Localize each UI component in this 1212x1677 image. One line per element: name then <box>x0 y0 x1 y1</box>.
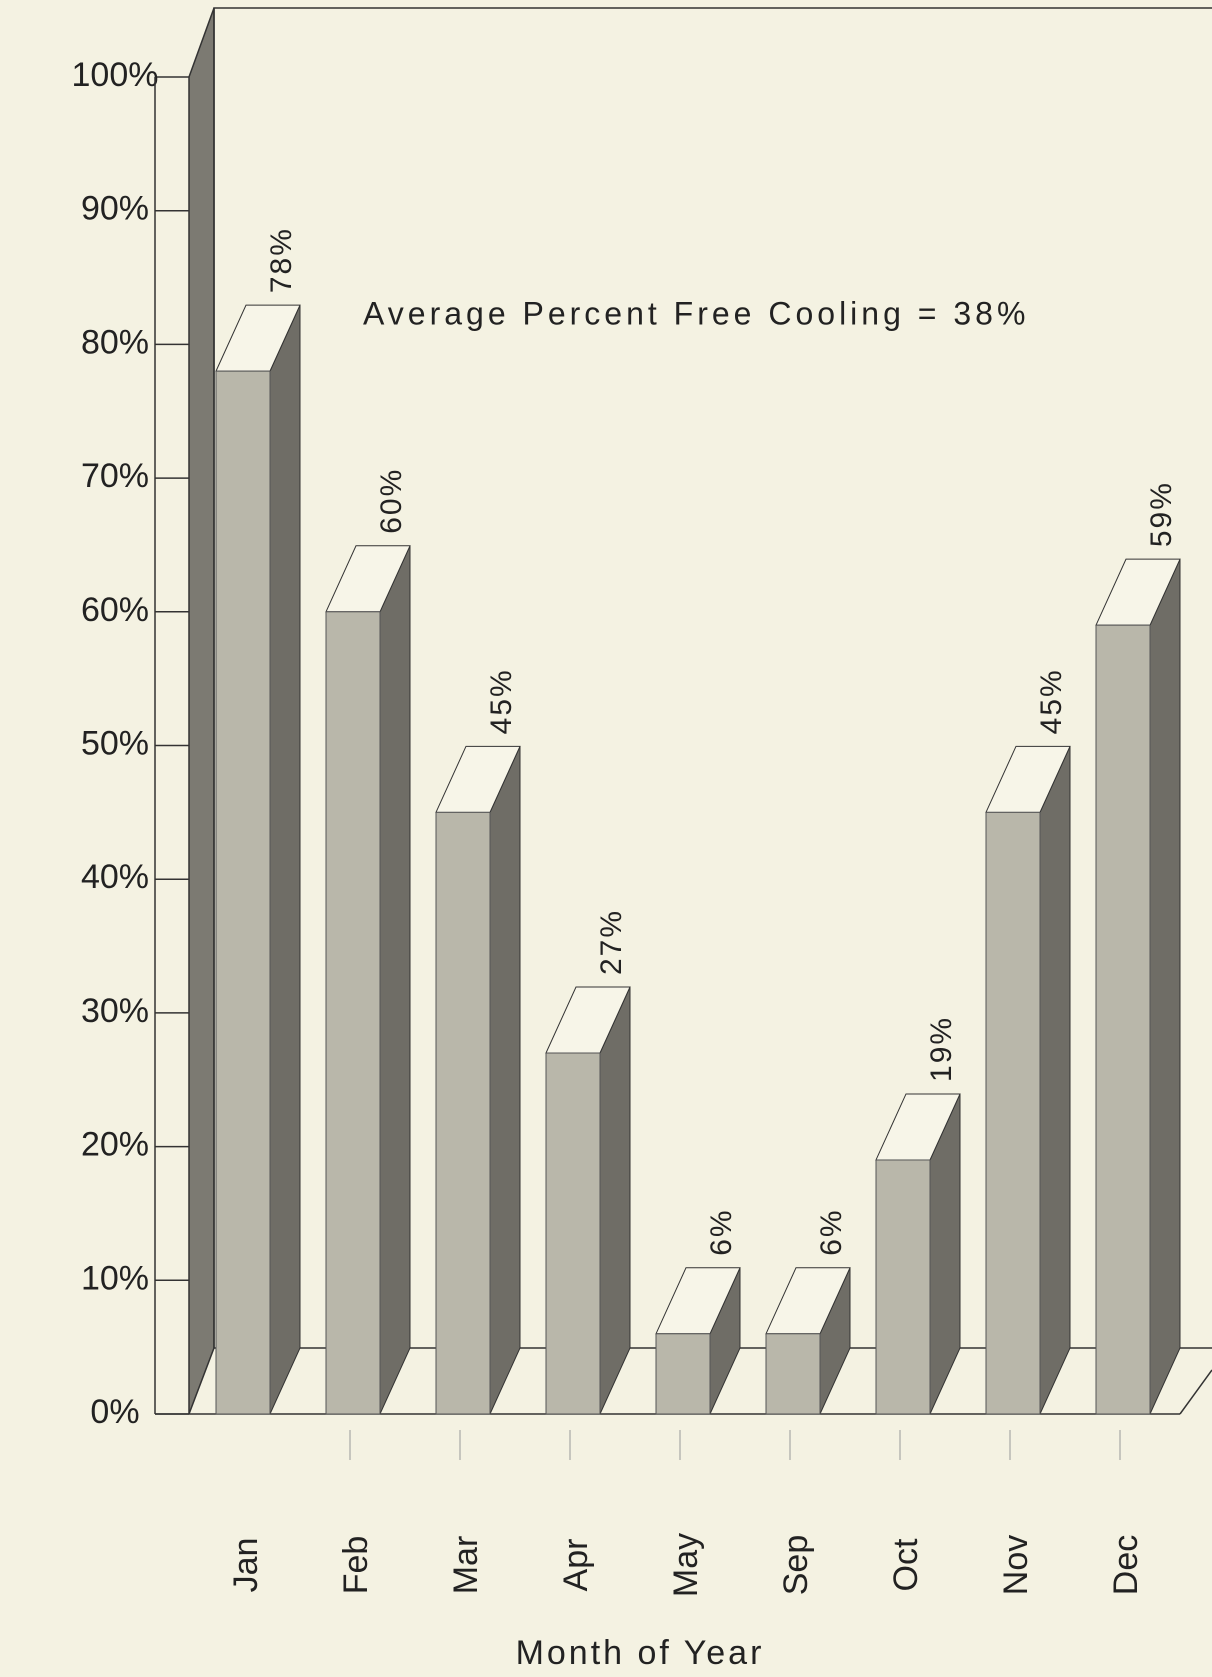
annotation: Average Percent Free Cooling = 38% <box>363 295 1029 331</box>
value-label: 19% <box>925 1016 958 1082</box>
bar <box>1095 624 1151 1415</box>
value-label: 6% <box>705 1208 738 1255</box>
bar <box>325 611 381 1415</box>
x-tick-label: Sep <box>777 1535 815 1596</box>
value-label: 45% <box>1035 668 1068 734</box>
floor-right-edge <box>1179 1369 1212 1415</box>
bar-side <box>1039 746 1071 1415</box>
y-tick-label: 100% <box>72 56 159 94</box>
bar-side <box>599 986 631 1415</box>
y-tick-label: 10% <box>81 1259 149 1297</box>
value-label: 60% <box>375 468 408 534</box>
y-tick-label: 90% <box>81 190 149 228</box>
bar <box>545 1052 601 1415</box>
y-tick-label: 40% <box>81 858 149 896</box>
x-tick-label: Mar <box>447 1536 485 1595</box>
back-wall <box>213 7 1212 1348</box>
x-tick-label: Feb <box>337 1536 375 1595</box>
value-label: 45% <box>485 668 518 734</box>
x-tick-label: Dec <box>1107 1535 1145 1595</box>
y-tick-label: 50% <box>81 724 149 762</box>
x-tick-label: Oct <box>887 1538 925 1591</box>
bar <box>435 811 491 1415</box>
bar <box>985 811 1041 1415</box>
x-tick-label: Jan <box>227 1538 265 1593</box>
y-tick-label: 70% <box>81 457 149 495</box>
bar <box>215 370 271 1415</box>
bar <box>875 1159 931 1415</box>
bar-side <box>379 545 411 1415</box>
value-label: 78% <box>265 227 298 293</box>
value-label: 59% <box>1145 481 1178 547</box>
bar-side <box>269 304 301 1415</box>
value-label: 27% <box>595 909 628 975</box>
y-tick-label: 80% <box>81 323 149 361</box>
x-axis-label: Month of Year <box>516 1634 765 1672</box>
bar-side <box>1149 558 1181 1415</box>
bar <box>655 1333 711 1415</box>
y-tick-label: 60% <box>81 591 149 629</box>
left-wall <box>188 7 215 1415</box>
x-tick-label: May <box>667 1533 705 1597</box>
bar-side <box>489 746 521 1415</box>
x-tick-label: Nov <box>997 1535 1035 1595</box>
y-tick-label: 30% <box>81 992 149 1030</box>
y-tick-label: 20% <box>81 1126 149 1164</box>
x-tick-label: Apr <box>557 1539 595 1592</box>
y-tick-label: 0% <box>90 1393 139 1431</box>
bar <box>765 1333 821 1415</box>
value-label: 6% <box>815 1208 848 1255</box>
